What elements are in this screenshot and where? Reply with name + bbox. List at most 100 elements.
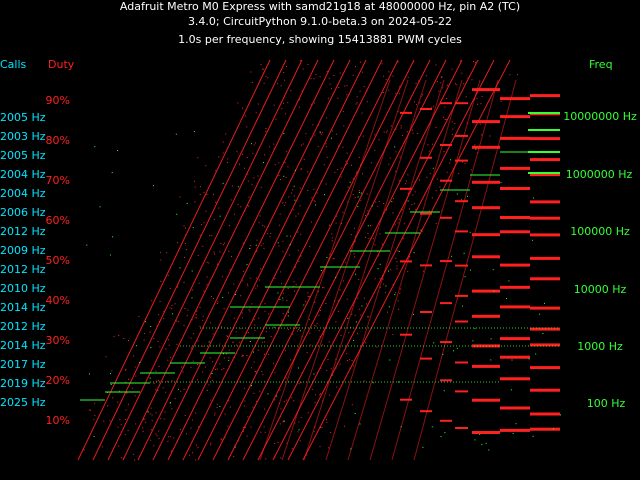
duty-point	[247, 204, 249, 206]
freq-point	[276, 395, 278, 397]
duty-plateau	[440, 341, 452, 344]
duty-plateau	[420, 410, 432, 413]
duty-point	[293, 195, 295, 197]
duty-point	[186, 315, 188, 317]
duty-point	[327, 359, 329, 360]
duty-point	[225, 133, 227, 135]
duty-point	[246, 355, 248, 357]
freq-label: 1000 Hz	[577, 340, 623, 353]
duty-point	[232, 341, 234, 343]
duty-point	[438, 90, 440, 92]
duty-point	[326, 117, 328, 119]
duty-point	[390, 269, 392, 271]
duty-point	[149, 413, 151, 415]
duty-point	[147, 410, 149, 412]
duty-plateau	[400, 187, 412, 190]
duty-point	[286, 299, 288, 301]
duty-point	[223, 357, 225, 359]
duty-point	[262, 69, 264, 71]
freq-point	[372, 382, 374, 384]
duty-point	[363, 380, 365, 382]
duty-point	[280, 408, 282, 410]
duty-point	[132, 345, 134, 347]
duty-point	[299, 440, 301, 442]
duty-point	[411, 204, 413, 206]
duty-point	[216, 263, 218, 265]
duty-point	[481, 134, 483, 136]
duty-point	[363, 297, 365, 299]
duty-point	[253, 319, 255, 321]
duty-plateau	[530, 158, 560, 162]
freq-point	[493, 290, 495, 292]
duty-point	[455, 83, 456, 85]
duty-point	[251, 367, 252, 369]
duty-point	[179, 196, 181, 198]
duty-point	[195, 444, 197, 446]
calls-label: 2010 Hz	[0, 282, 46, 295]
duty-point	[279, 423, 281, 425]
freq-point	[109, 254, 111, 256]
duty-point	[327, 97, 329, 99]
duty-point	[333, 75, 335, 76]
duty-point	[291, 448, 293, 450]
freq-point	[111, 172, 113, 174]
duty-point	[320, 427, 322, 428]
duty-point	[264, 408, 266, 410]
duty-plateau	[500, 406, 530, 410]
duty-plateau	[500, 187, 530, 190]
duty-point	[113, 336, 115, 338]
duty-point	[264, 341, 266, 343]
duty-point	[489, 135, 491, 137]
duty-point	[331, 240, 333, 242]
duty-point	[342, 280, 344, 282]
duty-point	[181, 366, 183, 368]
duty-point	[344, 85, 346, 87]
duty-point	[262, 68, 264, 70]
duty-point	[198, 282, 200, 284]
duty-point	[305, 133, 307, 135]
duty-point	[151, 420, 153, 422]
duty-point	[431, 143, 433, 145]
duty-sweep-line	[122, 59, 319, 461]
duty-point	[379, 233, 381, 235]
duty-point	[206, 276, 208, 278]
duty-point	[299, 99, 301, 101]
freq-point	[485, 442, 487, 444]
freq-point	[560, 414, 561, 416]
freq-point	[139, 362, 141, 363]
duty-point	[381, 243, 383, 245]
duty-point	[284, 162, 286, 164]
duty-point	[235, 352, 237, 354]
freq-point	[273, 326, 275, 328]
duty-point	[400, 127, 402, 129]
freq-point	[313, 373, 315, 375]
duty-point	[417, 133, 419, 134]
duty-point	[261, 371, 263, 372]
duty-point	[260, 431, 262, 433]
duty-point	[191, 347, 192, 349]
duty-point	[274, 399, 276, 401]
duty-point	[211, 380, 213, 382]
duty-point	[319, 132, 321, 134]
duty-point	[239, 163, 240, 165]
duty-point	[134, 459, 136, 461]
duty-point	[210, 376, 212, 378]
duty-point	[317, 290, 319, 292]
freq-point	[358, 192, 360, 194]
duty-sweep-line	[281, 79, 409, 461]
duty-point	[216, 368, 218, 370]
duty-point	[352, 74, 354, 76]
duty-tick-label: 70%	[46, 174, 70, 187]
freq-point	[86, 244, 88, 246]
duty-point	[142, 427, 144, 429]
duty-point	[435, 64, 437, 66]
chart-subtitle-cycles: 1.0s per frequency, showing 15413881 PWM…	[178, 33, 462, 46]
duty-point	[330, 368, 332, 370]
duty-point	[269, 236, 271, 238]
freq-point	[228, 359, 230, 361]
duty-point	[346, 360, 348, 362]
duty-plateau	[530, 233, 560, 237]
duty-point	[180, 390, 182, 392]
duty-point	[128, 340, 129, 341]
duty-sweep-line	[182, 59, 383, 461]
